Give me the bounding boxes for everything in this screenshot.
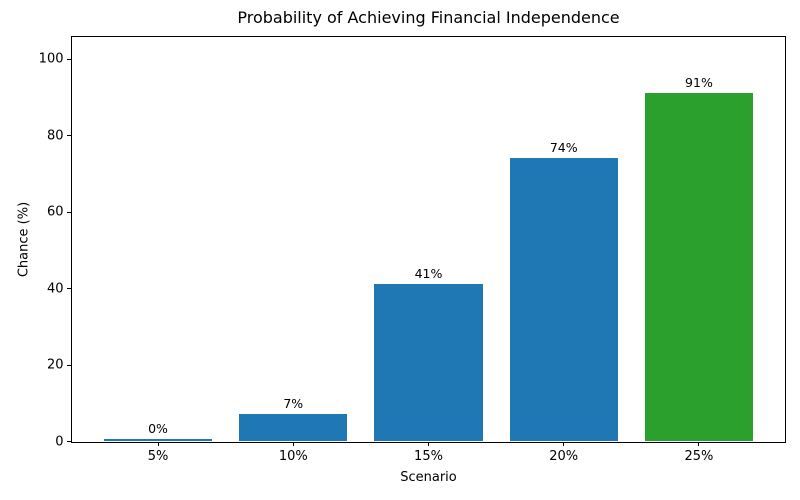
y-tick-label: 80 [46, 128, 64, 144]
y-tick-mark [67, 288, 71, 290]
x-tick-label: 20% [549, 448, 579, 464]
y-axis-label: Chance (%) [16, 201, 32, 278]
bar [644, 93, 754, 441]
bar [239, 414, 348, 441]
x-tick-mark [698, 442, 700, 446]
bar-value-label: 0% [148, 420, 168, 436]
y-tick-label: 60 [46, 204, 64, 220]
y-tick-mark [67, 211, 71, 213]
y-tick-label: 100 [38, 51, 64, 67]
x-tick-label: 5% [147, 448, 169, 464]
bar [509, 158, 618, 441]
y-tick-mark [67, 441, 71, 442]
y-tick-label: 20 [46, 357, 64, 373]
y-tick-label: 0 [55, 434, 64, 449]
x-tick-mark [563, 442, 565, 446]
y-tick-mark [67, 135, 71, 137]
x-tick-label: 25% [684, 448, 714, 464]
bar [103, 439, 213, 441]
bar-value-label: 41% [414, 265, 443, 281]
x-tick-mark [157, 442, 159, 446]
y-tick-label: 40 [46, 281, 64, 297]
chart-title: Probability of Achieving Financial Indep… [237, 8, 620, 27]
x-tick-label: 10% [278, 448, 308, 464]
y-tick-mark [67, 364, 71, 366]
x-tick-label: 15% [414, 448, 443, 464]
x-axis-label: Scenario [400, 470, 457, 485]
x-tick-mark [292, 442, 294, 446]
bar-value-label: 7% [283, 395, 304, 411]
x-tick-mark [428, 442, 429, 446]
bar [374, 284, 483, 441]
bar-value-label: 74% [549, 139, 578, 155]
y-tick-mark [67, 58, 71, 60]
bar-value-label: 91% [685, 74, 713, 90]
